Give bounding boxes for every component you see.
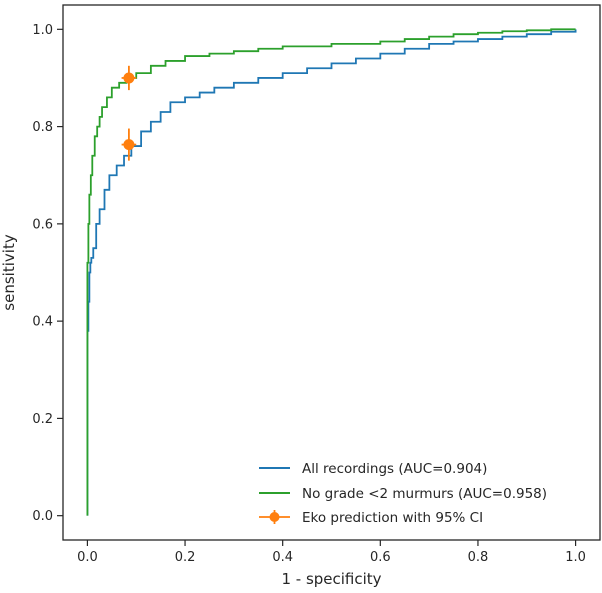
- legend-label-no-grade-murmurs: No grade <2 murmurs (AUC=0.958): [302, 486, 547, 502]
- legend-point-marker: [269, 512, 280, 522]
- legend-label-all-recordings: All recordings (AUC=0.904): [302, 461, 487, 477]
- x-tick-label: 0.2: [175, 550, 196, 565]
- x-tick-label: 1.0: [565, 550, 586, 565]
- x-axis-label: 1 - specificity: [281, 570, 381, 588]
- y-tick-label: 0.6: [32, 217, 53, 232]
- legend-swatch-eko-prediction: [259, 510, 290, 524]
- data-point: [123, 139, 135, 151]
- x-axis-ticks: 0.0 0.2 0.4 0.6 0.8 1.0: [77, 540, 586, 565]
- x-tick-label: 0.6: [370, 550, 391, 565]
- y-axis-label: sensitivity: [0, 234, 18, 311]
- legend-label-eko-prediction: Eko prediction with 95% CI: [302, 510, 483, 526]
- error-points: [121, 65, 137, 161]
- series-line-0: [86, 29, 577, 516]
- data-point: [123, 72, 135, 84]
- x-tick-label: 0.0: [77, 550, 98, 565]
- y-axis-ticks: 0.0 0.2 0.4 0.6 0.8 1.0: [32, 23, 63, 524]
- x-tick-label: 0.4: [272, 550, 293, 565]
- y-tick-label: 0.0: [32, 509, 53, 524]
- legend: All recordings (AUC=0.904) No grade <2 m…: [259, 461, 547, 526]
- y-tick-label: 0.2: [32, 412, 53, 427]
- y-tick-label: 1.0: [32, 23, 53, 38]
- plot-lines: [86, 28, 577, 516]
- y-tick-label: 0.4: [32, 315, 53, 330]
- x-tick-label: 0.8: [468, 550, 489, 565]
- y-tick-label: 0.8: [32, 120, 53, 135]
- plot-frame: [62, 4, 601, 541]
- series-line-1: [86, 28, 576, 516]
